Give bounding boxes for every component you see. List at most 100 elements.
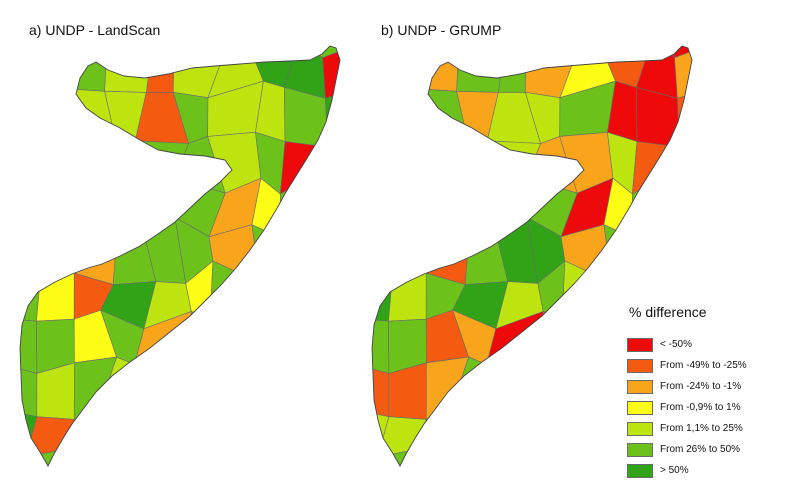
- district-region: [20, 260, 43, 322]
- district-region: [20, 454, 37, 466]
- district-region: [20, 84, 39, 137]
- district-region: [497, 46, 527, 93]
- district-region: [388, 260, 427, 322]
- district-region: [382, 185, 435, 240]
- district-region: [525, 46, 578, 52]
- district-region: [244, 310, 300, 377]
- legend-swatch: [627, 337, 653, 352]
- legend-items: < -50% From -49% to -25% From -24% to -1% F…: [627, 334, 777, 481]
- district-region: [20, 181, 44, 228]
- district-region: [716, 0, 752, 45]
- district-region: [642, 46, 680, 59]
- district-region: [377, 448, 426, 466]
- district-region: [63, 46, 108, 92]
- district-region: [533, 460, 576, 466]
- district-region: [145, 46, 183, 48]
- district-region: [20, 317, 38, 374]
- district-region: [459, 46, 505, 48]
- district-region: [425, 173, 471, 240]
- district-region: [421, 446, 462, 466]
- district-region: [603, 224, 646, 283]
- district-region: [20, 224, 44, 274]
- district-region: [37, 46, 71, 90]
- district-region: [388, 46, 426, 54]
- district-region: [389, 46, 423, 90]
- district-region: [497, 400, 545, 462]
- district-region: [145, 400, 193, 462]
- legend-item: From -49% to -25%: [627, 355, 777, 376]
- district-region: [69, 446, 110, 466]
- district-region: [486, 364, 545, 406]
- district-region: [68, 134, 119, 186]
- district-region: [145, 46, 175, 93]
- district-region: [73, 356, 118, 420]
- legend-item: > 50%: [627, 460, 777, 481]
- district-region: [173, 46, 226, 52]
- district-region: [323, 398, 340, 451]
- district-region: [359, 124, 400, 183]
- district-region: [372, 317, 390, 374]
- district-region: [318, 123, 340, 184]
- district-region: [134, 364, 193, 406]
- district-region: [31, 133, 83, 188]
- legend-swatch: [627, 400, 653, 415]
- country-outline-a: [19, 45, 341, 467]
- district-region: [217, 448, 255, 466]
- district-region: [246, 0, 301, 39]
- district-region: [497, 46, 535, 48]
- legend-swatch: [627, 442, 653, 457]
- district-region: [62, 46, 110, 54]
- district-region: [104, 443, 148, 466]
- legend-label: < -50%: [660, 339, 692, 350]
- district-region: [0, 0, 42, 45]
- legend-item: From 1,1% to 25%: [627, 418, 777, 439]
- district-region: [323, 351, 340, 419]
- district-region: [358, 182, 400, 227]
- district-region: [387, 84, 423, 135]
- country-outline-b: [371, 45, 693, 467]
- district-region: [383, 133, 435, 188]
- district-region: [352, 0, 394, 45]
- district-region: [185, 372, 223, 406]
- legend-title: % difference: [629, 304, 707, 320]
- legend-item: < -50%: [627, 334, 777, 355]
- district-region: [326, 447, 340, 466]
- district-region: [322, 46, 340, 59]
- district-region: [324, 316, 340, 364]
- district-region: [372, 181, 396, 228]
- legend-item: From -0,9% to 1%: [627, 397, 777, 418]
- district-region: [281, 398, 334, 451]
- district-region: [281, 236, 330, 282]
- district-region: [420, 134, 471, 186]
- district-region: [181, 460, 224, 466]
- legend-item: From -24% to -1%: [627, 376, 777, 397]
- legend-swatch: [627, 463, 653, 478]
- district-region: [217, 46, 255, 52]
- district-region: [393, 224, 427, 274]
- district-region: [425, 356, 470, 420]
- district-region: [20, 46, 42, 92]
- district-region: [710, 182, 752, 227]
- legend-label: > 50%: [660, 465, 689, 476]
- district-region: [251, 224, 294, 283]
- district-region: [36, 46, 74, 54]
- district-region: [209, 310, 263, 375]
- legend-swatch: [627, 358, 653, 373]
- panel-b-title: b) UNDP - GRUMP: [381, 22, 502, 38]
- district-region: [497, 443, 543, 466]
- district-region: [134, 140, 190, 186]
- district-region: [261, 363, 293, 418]
- district-region: [710, 220, 752, 273]
- district-region: [30, 185, 83, 240]
- district-region: [568, 404, 617, 464]
- district-region: [216, 363, 265, 414]
- district-region: [372, 84, 391, 137]
- district-region: [292, 261, 329, 324]
- district-region: [372, 408, 390, 458]
- panel-a-title: a) UNDP - LandScan: [29, 22, 161, 38]
- district-region: [537, 372, 575, 406]
- district-region: [107, 46, 153, 48]
- district-region: [488, 177, 528, 219]
- legend-swatch: [627, 421, 653, 436]
